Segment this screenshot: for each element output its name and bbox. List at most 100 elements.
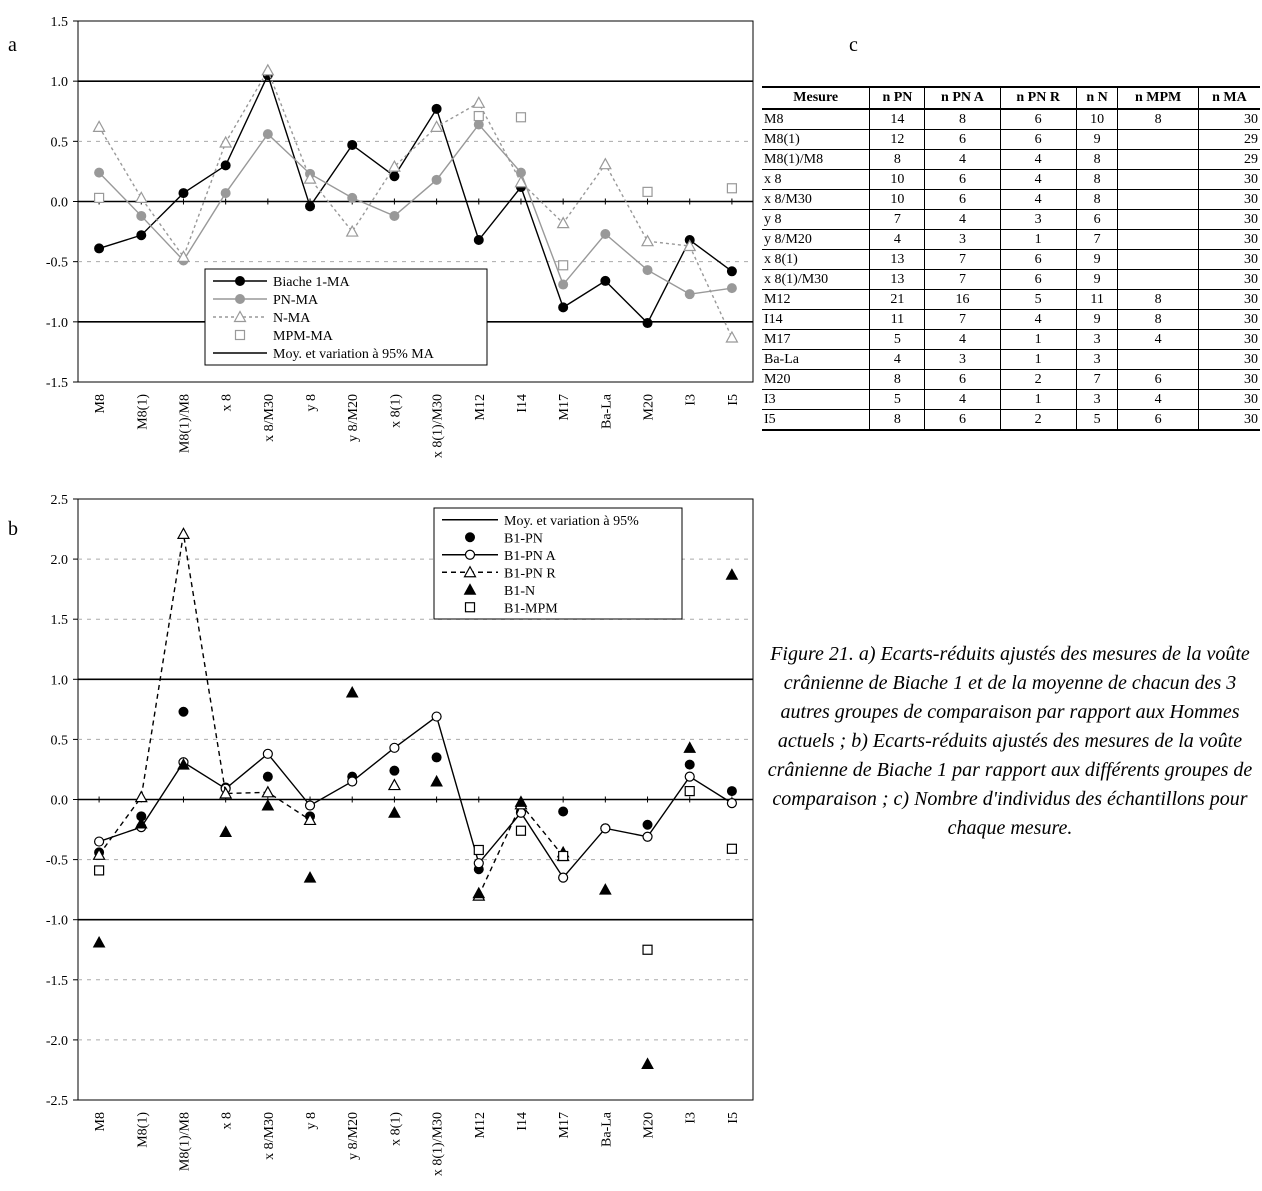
chart-a-point-pn-ma-x-8-m30 — [262, 129, 273, 140]
chart-a-ytick-label: 1.5 — [51, 15, 69, 30]
chart-b-point-b1-mpm-m8 — [93, 865, 105, 876]
chart-b-point-b1-n-m12 — [472, 886, 486, 899]
table-cell: 30 — [1197, 229, 1260, 250]
chart-b-point-b1-pn-i3 — [684, 759, 695, 770]
chart-b-point-b1-mpm-i5 — [726, 843, 738, 854]
chart-a-xtick-label: y 8/M20 — [346, 394, 361, 442]
table-cell: 4 — [869, 349, 925, 370]
chart-b-series-b1-pn-a — [93, 711, 738, 883]
table-cell: 7 — [1075, 369, 1118, 390]
table-cell: 9 — [1075, 309, 1118, 330]
table-cell: 4 — [869, 229, 925, 250]
chart-b-point-b1-pn-r-m8-1 — [134, 790, 148, 803]
table-cell: 9 — [1075, 249, 1118, 270]
chart-b-point-b1-pn-x-8-1-m30 — [431, 752, 442, 763]
table-cell: 30 — [1197, 369, 1260, 390]
chart-b-point-b1-mpm-m12 — [473, 844, 484, 856]
chart-b-point-b1-n-x-8-m30 — [261, 798, 275, 811]
chart-b-point-b1-pn-a-y-8 — [304, 800, 316, 811]
column-header-n-pn-a: n PN A — [924, 87, 1001, 110]
table-cell: 13 — [869, 249, 925, 270]
chart-b-xtick-label: M8(1) — [135, 1112, 150, 1148]
table-cell: 30 — [1197, 249, 1260, 270]
table-cell: 1 — [999, 329, 1077, 350]
chart-b-point-b1-pn-a-x-8-1 — [389, 742, 400, 753]
table-cell: 6 — [924, 369, 1001, 390]
chart-a-point-mpm-ma-m20 — [642, 186, 653, 197]
table-row: x 8(1)/M30 13 7 6 9 30 — [762, 269, 1260, 290]
chart-b-point-b1-n-m20 — [641, 1057, 654, 1069]
chart-a-point-mpm-ma-m8 — [93, 192, 105, 203]
chart-b-ytick-label: 1.5 — [51, 613, 69, 628]
table-cell: 6 — [999, 269, 1077, 290]
table-cell: 1 — [999, 389, 1077, 410]
chart-b-point-b1-pn-a-i5 — [726, 798, 738, 809]
chart-b-point-b1-n-x-8-1-m30 — [430, 774, 443, 787]
chart-a-series-pn-ma — [94, 119, 737, 300]
column-header-n-ma: n MA — [1197, 87, 1260, 110]
chart-a-point-n-ma-m8-1-m8 — [176, 250, 190, 262]
table-row: x 8 10 6 4 8 30 — [762, 169, 1260, 190]
table-cell: y 8/M20 — [762, 229, 870, 250]
chart-b-point-b1-pn-r-m8-1-m8 — [176, 527, 190, 539]
chart-b-point-b1-pn-a-i3 — [684, 771, 695, 782]
chart-b-point-b1-pn-a-x-8-m30 — [262, 748, 273, 759]
chart-b-ytick-label: 2.5 — [51, 493, 69, 508]
table-cell: 6 — [999, 249, 1077, 270]
table-cell: 30 — [1197, 389, 1260, 410]
chart-b-point-b1-n-m8-1-m8 — [177, 758, 190, 770]
chart-b-point-b1-pn-r-x-8-1 — [387, 778, 401, 791]
chart-b-point-b1-pn-m8-1-m8 — [178, 706, 189, 717]
table-cell: 3 — [1075, 389, 1118, 410]
table-cell: 2 — [999, 409, 1077, 430]
table-cell: M8(1)/M8 — [762, 149, 870, 170]
table-row: y 8 7 4 3 6 30 — [762, 209, 1260, 230]
table-row: y 8/M20 4 3 1 7 30 — [762, 229, 1260, 250]
table-cell — [1117, 249, 1199, 270]
chart-b-point-b1-n-i14 — [514, 795, 528, 807]
chart-a-legend-marker — [234, 329, 246, 341]
table-cell: 4 — [1117, 389, 1199, 410]
chart-b-point-b1-pn-a-m12 — [473, 858, 484, 869]
table-cell: 30 — [1197, 108, 1260, 130]
table-cell: 4 — [924, 329, 1001, 350]
table-cell: 1 — [999, 229, 1077, 250]
table-cell: 10 — [869, 189, 925, 210]
table-row: x 8/M30 10 6 4 8 30 — [762, 189, 1260, 210]
chart-b-point-b1-pn-i5 — [726, 786, 737, 797]
table-cell: 8 — [1075, 189, 1118, 210]
chart-a-ytick-label: -1.0 — [46, 316, 68, 331]
chart-a-point-n-ma-m17 — [556, 216, 570, 229]
table-cell: 6 — [924, 169, 1001, 190]
chart-b-legend-label: Moy. et variation à 95% — [504, 514, 639, 529]
chart-a-xtick-label: Ba-La — [599, 393, 614, 429]
chart-a-xtick-label: I5 — [726, 394, 741, 406]
table-cell: 9 — [1075, 129, 1118, 150]
chart-a-legend-marker — [235, 276, 245, 286]
chart-b-ytick-label: 1.0 — [51, 673, 69, 688]
chart-a-point-mpm-ma-m17 — [558, 260, 569, 271]
chart-a-ytick-label: 0.0 — [51, 196, 69, 211]
chart-a-point-biache-1-ma-i5 — [726, 266, 737, 277]
chart-a-legend-label: PN-MA — [273, 293, 319, 308]
table-cell: 30 — [1197, 269, 1260, 290]
chart-b-xtick-label: M20 — [642, 1112, 657, 1138]
chart-a-series-line — [98, 68, 733, 338]
chart-a-xtick-label: M17 — [557, 394, 572, 420]
chart-a-point-pn-ma-y-8-m20 — [347, 192, 358, 203]
chart-a-point-pn-ma-i3 — [684, 289, 695, 300]
chart-a-point-n-ma-ba-la — [598, 157, 612, 170]
table-cell: 13 — [869, 269, 925, 290]
table-row: M12 21 16 5 11 8 30 — [762, 289, 1260, 310]
table-cell: 7 — [924, 249, 1001, 270]
chart-b-legend-marker — [464, 602, 476, 613]
table-cell: x 8(1) — [762, 249, 870, 270]
chart-b-ytick-label: -1.5 — [46, 974, 68, 989]
chart-b-point-b1-pn-a-m8 — [93, 836, 105, 847]
table-cell: 30 — [1197, 189, 1260, 210]
chart-a-series-line — [98, 123, 733, 295]
chart-a-point-biache-1-ma-m17 — [558, 302, 569, 313]
table-cell: 4 — [924, 209, 1001, 230]
